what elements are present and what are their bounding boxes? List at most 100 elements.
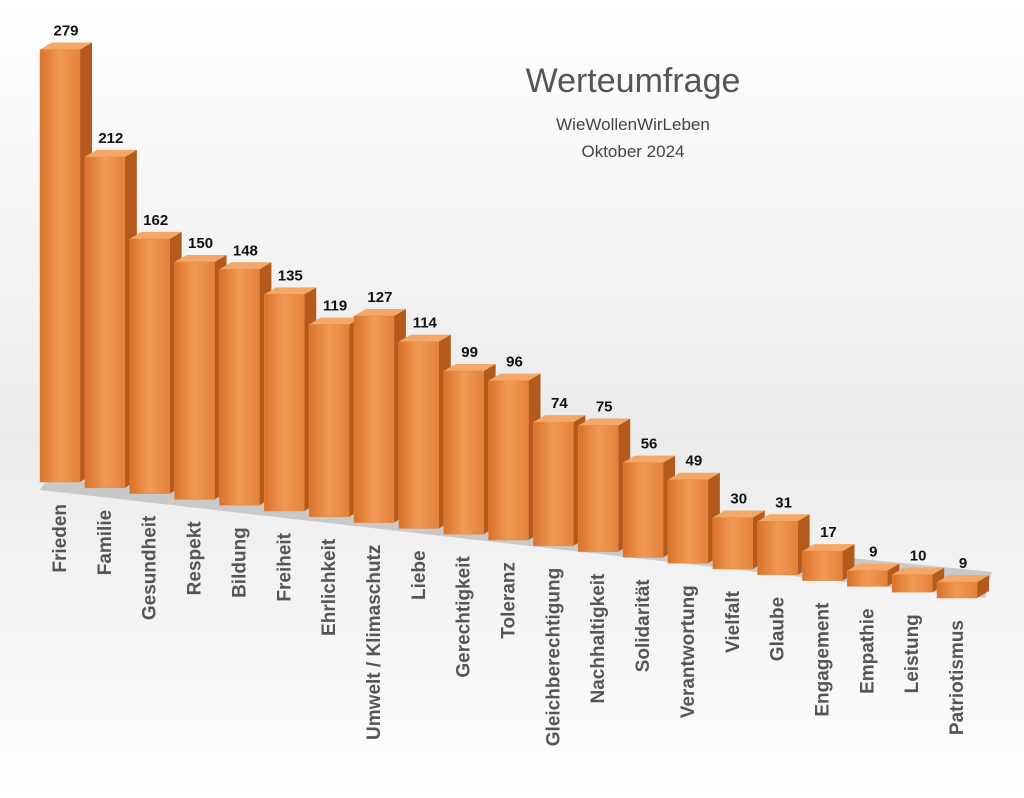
bar-top bbox=[578, 418, 631, 426]
x-tick-label: Ehrlichkeit bbox=[319, 538, 340, 636]
value-label: 10 bbox=[910, 548, 927, 565]
bar-side bbox=[977, 575, 989, 598]
bar-top bbox=[443, 363, 496, 371]
x-tick-label: Leistung bbox=[902, 614, 923, 693]
x-tick-label: Nachhaltigkeit bbox=[588, 573, 609, 704]
bar-front bbox=[308, 324, 350, 518]
bar-top bbox=[892, 567, 945, 575]
bar-front bbox=[488, 380, 529, 541]
bar-front bbox=[443, 370, 484, 535]
bar-front bbox=[219, 269, 260, 506]
bar-front bbox=[84, 156, 126, 489]
bar-top bbox=[40, 42, 92, 50]
x-tick-label: Frieden bbox=[50, 504, 71, 573]
bar-top bbox=[757, 514, 810, 522]
bar-top bbox=[847, 563, 900, 571]
bar bbox=[39, 42, 92, 483]
value-label: 74 bbox=[551, 395, 568, 412]
bar-front bbox=[174, 261, 215, 500]
bar bbox=[398, 334, 451, 529]
bar-front bbox=[533, 421, 574, 547]
bar-top bbox=[129, 231, 182, 239]
x-tick-label: Toleranz bbox=[499, 562, 520, 639]
bar-top bbox=[174, 254, 227, 262]
value-label: 114 bbox=[413, 315, 438, 332]
bar-front bbox=[802, 550, 843, 581]
bar bbox=[84, 149, 137, 489]
value-label: 99 bbox=[461, 344, 478, 361]
value-label: 9 bbox=[869, 544, 877, 561]
bar bbox=[847, 563, 900, 587]
bar-top bbox=[623, 455, 676, 463]
value-label: 49 bbox=[686, 453, 703, 470]
bar-top bbox=[488, 373, 541, 381]
chart-subtitle: Oktober 2024 bbox=[581, 142, 684, 161]
value-label: 96 bbox=[506, 354, 523, 371]
value-label: 56 bbox=[641, 436, 658, 453]
bar-top bbox=[264, 287, 317, 295]
value-label: 127 bbox=[367, 289, 392, 306]
value-label: 119 bbox=[323, 297, 347, 314]
bar-top bbox=[802, 544, 855, 552]
bar-top bbox=[309, 317, 362, 325]
bar bbox=[353, 308, 406, 523]
chart-subtitle: WieWollenWirLeben bbox=[556, 115, 710, 134]
x-tick-label: Patriotismus bbox=[947, 620, 968, 735]
bar bbox=[622, 455, 676, 558]
bar bbox=[174, 254, 227, 500]
value-label: 17 bbox=[820, 524, 837, 541]
bar bbox=[443, 363, 496, 535]
bar-front bbox=[667, 479, 709, 564]
bar-front bbox=[577, 425, 619, 552]
bar bbox=[577, 418, 631, 552]
bar-top bbox=[667, 472, 720, 480]
x-tick-label: Liebe bbox=[409, 550, 430, 600]
bar bbox=[891, 567, 945, 593]
x-tick-label: Vielfalt bbox=[723, 590, 744, 653]
bar bbox=[802, 544, 855, 581]
value-label: 148 bbox=[233, 242, 258, 259]
bar-front bbox=[757, 521, 798, 576]
value-label: 75 bbox=[596, 398, 613, 415]
bar-top bbox=[712, 510, 765, 518]
bar bbox=[712, 510, 765, 570]
bar-front bbox=[353, 315, 395, 523]
bar-front bbox=[891, 574, 933, 593]
x-tick-label: Verantwortung bbox=[678, 585, 699, 718]
x-tick-label: Gleichberechtigung bbox=[543, 568, 564, 746]
x-tick-label: Familie bbox=[95, 510, 116, 575]
x-tick-label: Engagement bbox=[812, 602, 833, 717]
chart-title: Werteumfrage bbox=[526, 62, 741, 100]
x-tick-label: Freiheit bbox=[274, 532, 295, 601]
bar-front bbox=[398, 341, 440, 529]
bar bbox=[308, 317, 362, 518]
bar bbox=[219, 262, 272, 506]
bar-top bbox=[398, 334, 451, 342]
value-label: 212 bbox=[98, 130, 123, 147]
bar-front bbox=[936, 581, 978, 599]
bar bbox=[488, 373, 541, 541]
bar-front bbox=[712, 517, 753, 570]
bar-top bbox=[937, 575, 989, 583]
bar-front bbox=[264, 294, 305, 512]
x-tick-label: Gerechtigkeit bbox=[454, 556, 475, 678]
x-tick-label: Gesundheit bbox=[140, 515, 161, 620]
bar-front bbox=[129, 238, 170, 494]
bar bbox=[667, 472, 720, 564]
bar-top bbox=[353, 308, 406, 316]
x-tick-label: Solidarität bbox=[633, 579, 654, 673]
value-label: 31 bbox=[775, 494, 792, 511]
value-label: 9 bbox=[959, 555, 967, 572]
value-label: 162 bbox=[143, 212, 168, 229]
x-tick-label: Bildung bbox=[229, 527, 250, 598]
value-label: 135 bbox=[278, 267, 303, 284]
bar-top bbox=[533, 415, 586, 423]
bar-top bbox=[84, 149, 137, 157]
value-label: 30 bbox=[730, 491, 747, 508]
x-tick-label: Glaube bbox=[768, 597, 789, 661]
x-tick-label: Umwelt / Klimaschutz bbox=[364, 545, 385, 740]
value-label: 279 bbox=[53, 23, 78, 40]
bar-top bbox=[219, 262, 272, 270]
bar-front bbox=[39, 49, 81, 483]
